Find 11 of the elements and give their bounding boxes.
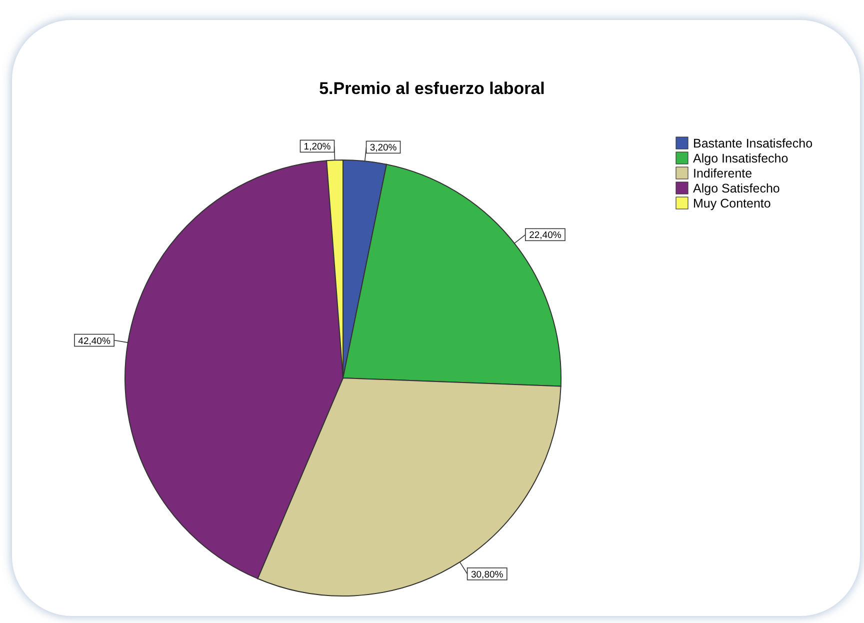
legend-label: Indiferente xyxy=(693,166,752,180)
chart-title: 5.Premio al esfuerzo laboral xyxy=(319,79,545,98)
legend-label: Algo Satisfecho xyxy=(693,182,780,196)
data-label: 3,20% xyxy=(370,142,398,154)
data-label: 1,20% xyxy=(304,142,332,153)
data-label: 22,40% xyxy=(529,230,562,242)
legend-label: Algo Insatisfecho xyxy=(693,152,788,166)
data-label: 42,40% xyxy=(78,336,111,347)
legend-label: Muy Contento xyxy=(693,196,771,210)
legend-label: Bastante Insatisfecho xyxy=(693,136,813,150)
data-label: 30,80% xyxy=(470,569,504,580)
